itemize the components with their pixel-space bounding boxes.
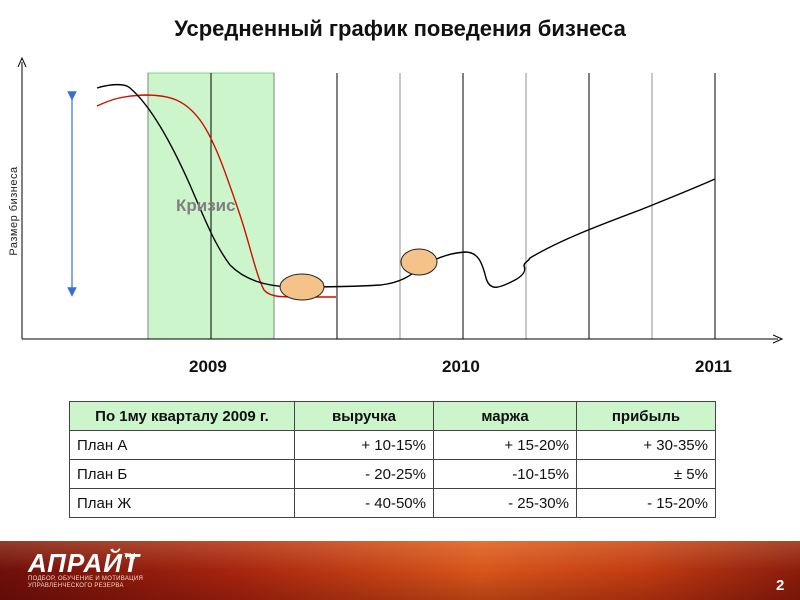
plan-name: План Б <box>69 459 295 489</box>
table-row: План А + 10-15% + 15-20% + 30-35% <box>69 430 716 460</box>
trademark-sign: TM <box>124 552 136 561</box>
slide-title: Усредненный график поведения бизнеса <box>174 16 626 41</box>
marker-ellipse <box>400 248 438 276</box>
table-row: План Б - 20-25% -10-15% ± 5% <box>69 459 716 489</box>
margin-value: -10-15% <box>433 459 577 489</box>
x-tick-2009: 2009 <box>189 357 227 376</box>
footer-bar <box>0 541 800 600</box>
plan-name: План А <box>69 430 295 460</box>
table-header-row: По 1му кварталу 2009 г. выручка маржа пр… <box>69 401 716 431</box>
tagline-line: УПРАВЛЕНЧЕСКОГО РЕЗЕРВА <box>28 583 124 589</box>
table-row: План Ж - 40-50% - 25-30% - 15-20% <box>69 488 716 518</box>
margin-value: - 25-30% <box>433 488 577 518</box>
header-revenue: выручка <box>294 401 434 431</box>
y-axis-label: Размер бизнеса <box>8 166 20 256</box>
profit-value: ± 5% <box>576 459 716 489</box>
revenue-value: + 10-15% <box>294 430 434 460</box>
business-chart <box>0 0 800 400</box>
header-quarter: По 1му кварталу 2009 г. <box>69 401 295 431</box>
plans-table: По 1му кварталу 2009 г. выручка маржа пр… <box>69 401 716 518</box>
tagline-line: ПОДБОР, ОБУЧЕНИЕ И МОТИВАЦИЯ <box>28 576 144 582</box>
revenue-value: - 40-50% <box>294 488 434 518</box>
x-tick-2010: 2010 <box>442 357 480 376</box>
marker-ellipse <box>279 273 325 301</box>
header-margin: маржа <box>433 401 577 431</box>
revenue-value: - 20-25% <box>294 459 434 489</box>
profit-value: + 30-35% <box>576 430 716 460</box>
x-tick-2011: 2011 <box>695 357 732 376</box>
logo-tagline: ПОДБОР, ОБУЧЕНИЕ И МОТИВАЦИЯ УПРАВЛЕНЧЕС… <box>28 576 168 590</box>
plan-name: План Ж <box>69 488 295 518</box>
page-number: 2 <box>776 577 785 594</box>
footer-glow <box>0 541 800 600</box>
profit-value: - 15-20% <box>576 488 716 518</box>
company-logo: АПРАЙТ <box>28 548 140 578</box>
header-profit: прибыль <box>576 401 716 431</box>
red-curve <box>96 94 336 298</box>
margin-value: + 15-20% <box>433 430 577 460</box>
crisis-label: Кризис <box>176 196 236 215</box>
